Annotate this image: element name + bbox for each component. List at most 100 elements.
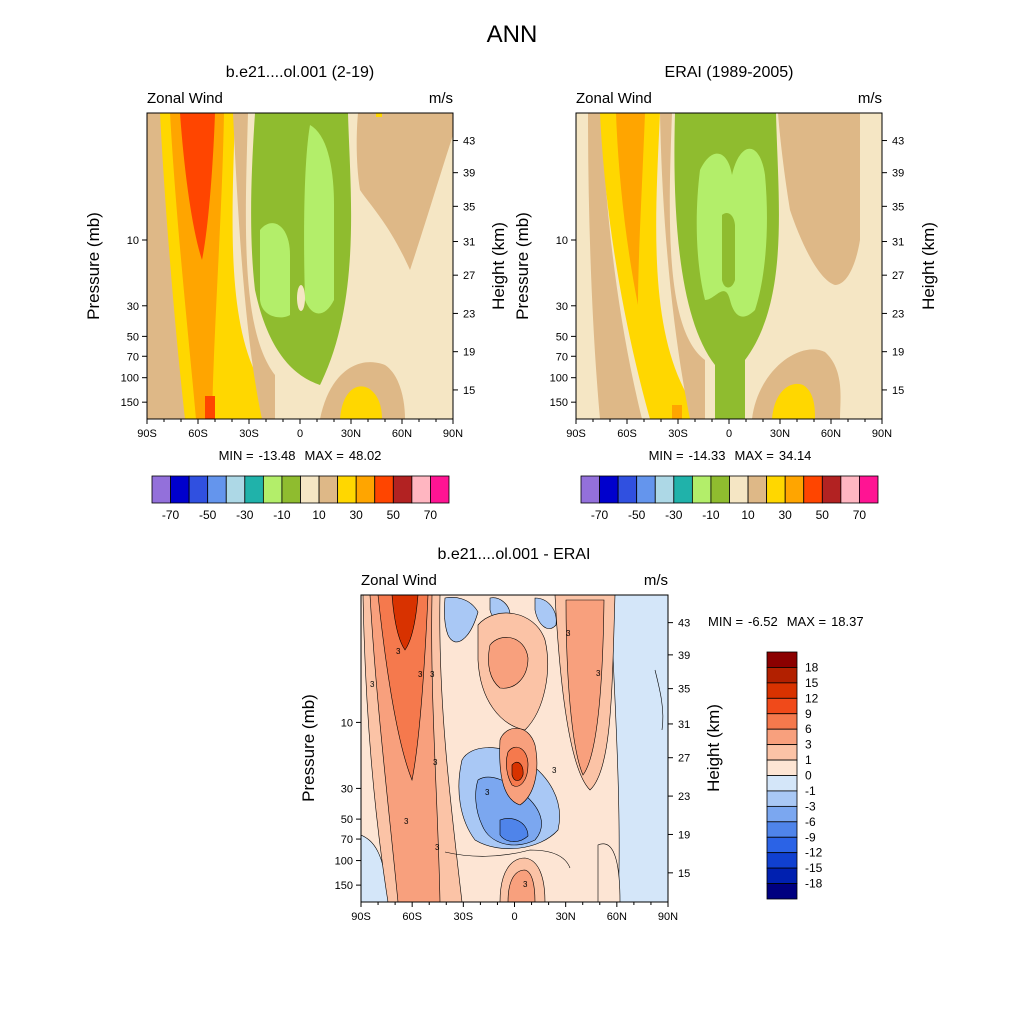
- y2-tick-label: 15: [678, 868, 690, 880]
- x-tick-label: 0: [726, 428, 732, 440]
- y2-tick-label: 27: [678, 753, 690, 765]
- colorbar-swatch: [840, 475, 860, 504]
- panel-erai-stats: MIN = -14.33 MAX = 34.14: [649, 448, 812, 463]
- region-pos-surface-3: [507, 869, 536, 902]
- colorbar-label: 15: [805, 676, 819, 690]
- colorbar-label: 50: [816, 508, 830, 522]
- colorbar-label: -9: [805, 830, 816, 844]
- band-tan-ne: [778, 113, 860, 285]
- band-tan-ne: [356, 113, 453, 270]
- panel-model-y2label: Height (km): [489, 222, 508, 310]
- colorbar-swatch: [617, 475, 638, 504]
- y-tick-label: 10: [341, 717, 353, 729]
- colorbar-swatch: [430, 475, 450, 504]
- y2-tick-label: 19: [892, 347, 904, 359]
- panel-erai-left-label: Zonal Wind: [576, 90, 652, 107]
- colorbar-swatch: [766, 867, 798, 884]
- x-tick-label: 90S: [566, 428, 586, 440]
- contour-label: 3: [433, 758, 438, 767]
- colorbar-swatch: [766, 852, 798, 869]
- colorbar-swatch: [766, 821, 798, 838]
- stat-max: 18.37: [831, 614, 864, 629]
- colorbar-swatch: [300, 475, 320, 504]
- panel-diff-ylabel: Pressure (mb): [299, 694, 318, 802]
- y2-tick-label: 43: [463, 136, 475, 148]
- x-tick-label: 0: [511, 911, 517, 923]
- colorbar-swatch: [318, 475, 339, 504]
- stat-min: -14.33: [689, 448, 726, 463]
- colorbar-label: 70: [424, 508, 438, 522]
- region-pos-jet-12: [391, 595, 419, 651]
- panel-erai-title: ERAI (1989-2005): [665, 64, 794, 81]
- panel-diff-field: [361, 595, 668, 902]
- y2-tick-label: 15: [892, 385, 904, 397]
- y-tick-label: 70: [127, 351, 139, 363]
- colorbar-swatch: [766, 759, 798, 776]
- panel-diff-y2label: Height (km): [704, 704, 723, 792]
- colorbar-label: -1: [805, 784, 816, 798]
- y-tick-label: 100: [121, 373, 139, 385]
- colorbar-swatch: [599, 475, 619, 504]
- band-tan-mid: [660, 113, 705, 419]
- colorbar-label: -3: [805, 799, 816, 813]
- colorbar-swatch: [636, 475, 656, 504]
- colorbar-swatch: [691, 475, 712, 504]
- y2-tick-label: 31: [678, 719, 690, 731]
- x-tick-label: 90S: [137, 428, 157, 440]
- colorbar-swatch: [244, 475, 264, 504]
- panel-diff-left-label: Zonal Wind: [361, 572, 437, 589]
- contour-labels: 3 3 3 3 3 3 3 3 3 3 3 3: [370, 629, 601, 889]
- y2-tick-label: 23: [463, 308, 475, 320]
- colorbar-label: 70: [853, 508, 867, 522]
- panel-erai: ERAI (1989-2005) Zonal Wind m/s 10 30 50 70…: [513, 64, 938, 522]
- y2-tick-label: 35: [678, 684, 690, 696]
- panel-erai-colorbar: -70 -50 -30 -10 10 30 50 70: [580, 475, 879, 522]
- colorbar-label: 18: [805, 660, 819, 674]
- colorbar-swatch: [225, 475, 246, 504]
- x-tick-label: 30S: [668, 428, 688, 440]
- colorbar-label: -6: [805, 815, 816, 829]
- panel-diff-y-ticks: 10 30 50 70 100 150: [335, 717, 361, 892]
- panel-erai-y-ticks: 10 30 50 70 100 150: [550, 235, 576, 409]
- colorbar-swatch: [821, 475, 842, 504]
- colorbar-swatch: [766, 805, 798, 823]
- panel-erai-ylabel: Pressure (mb): [513, 212, 532, 320]
- stat-min: -13.48: [259, 448, 296, 463]
- colorbar-swatch: [766, 790, 798, 807]
- y-tick-label: 50: [556, 331, 568, 343]
- y-tick-label: 30: [127, 301, 139, 313]
- band-easterly-core-2: [304, 125, 334, 314]
- colorbar-swatch: [766, 697, 798, 715]
- x-tick-label: 90N: [443, 428, 463, 440]
- band-40-50: [180, 113, 215, 260]
- y-tick-label: 70: [556, 351, 568, 363]
- stat-min-label: MIN =: [649, 448, 684, 463]
- panel-diff-x-ticks: 90S 60S 30S 0 30N 60N 90N: [351, 902, 678, 923]
- colorbar-label: -12: [805, 846, 823, 860]
- x-tick-label: 60N: [392, 428, 412, 440]
- y2-tick-label: 19: [678, 829, 690, 841]
- colorbar-label: 9: [805, 707, 812, 721]
- panel-model-left-label: Zonal Wind: [147, 90, 223, 107]
- panel-model-colorbar: -70 -50 -30 -10 10 30 50 70: [151, 475, 450, 522]
- x-tick-label: 90S: [351, 911, 371, 923]
- y2-tick-label: 31: [463, 237, 475, 249]
- colorbar-label: 10: [741, 508, 755, 522]
- band-30-40-low: [672, 405, 682, 419]
- region-pos-jet-6: [377, 595, 429, 782]
- y2-tick-label: 27: [463, 270, 475, 282]
- colorbar-swatch: [766, 775, 798, 792]
- colorbar-swatch: [355, 475, 376, 504]
- panel-erai-field: [576, 113, 882, 419]
- region-neg-top-3: [534, 597, 557, 629]
- colorbar-swatch: [411, 475, 431, 504]
- band-tan-mid: [233, 113, 275, 419]
- colorbar-swatch: [374, 475, 394, 504]
- band-easterly-core-1: [260, 223, 290, 318]
- colorbar-label: -30: [665, 508, 683, 522]
- panel-model: b.e21....ol.001 (2-19) Zonal Wind m/s 10…: [84, 64, 508, 522]
- colorbar-swatch: [766, 883, 798, 900]
- colorbar-swatch: [859, 475, 879, 504]
- colorbar-swatch: [766, 713, 798, 730]
